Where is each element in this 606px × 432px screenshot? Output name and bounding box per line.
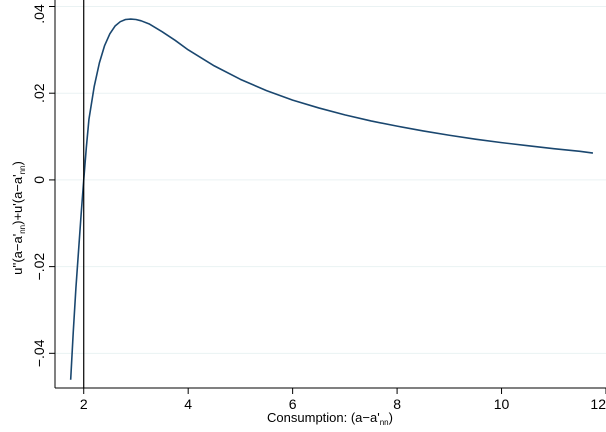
x-tick-label-3: 8 — [393, 396, 401, 412]
x-tick-label-0: 2 — [80, 396, 88, 412]
series-line-0 — [69, 18, 594, 380]
y-tick-label-2: 0 — [31, 176, 47, 184]
y-tick-label-4: .04 — [31, 4, 47, 24]
grid-lines — [55, 6, 606, 354]
y-axis-title: u''(a−a'nn)+u'(a−a'nn) — [10, 161, 27, 275]
x-tick-label-2: 6 — [289, 396, 297, 412]
y-tick-label-0: −.04 — [31, 339, 47, 367]
y-tick-label-1: −.02 — [31, 253, 47, 281]
x-tick-label-1: 4 — [184, 396, 192, 412]
x-tick-label-5: 12 — [590, 396, 606, 412]
x-tick-label-4: 10 — [494, 396, 510, 412]
ticks: 2 4 6 8 10 12 −.04 −.02 0 .02 .04 — [31, 4, 606, 412]
x-axis-title: Consumption: (a−a'nn) — [267, 410, 393, 427]
series-layer — [69, 18, 594, 380]
axes — [54, 0, 606, 389]
y-tick-label-3: .02 — [31, 83, 47, 103]
